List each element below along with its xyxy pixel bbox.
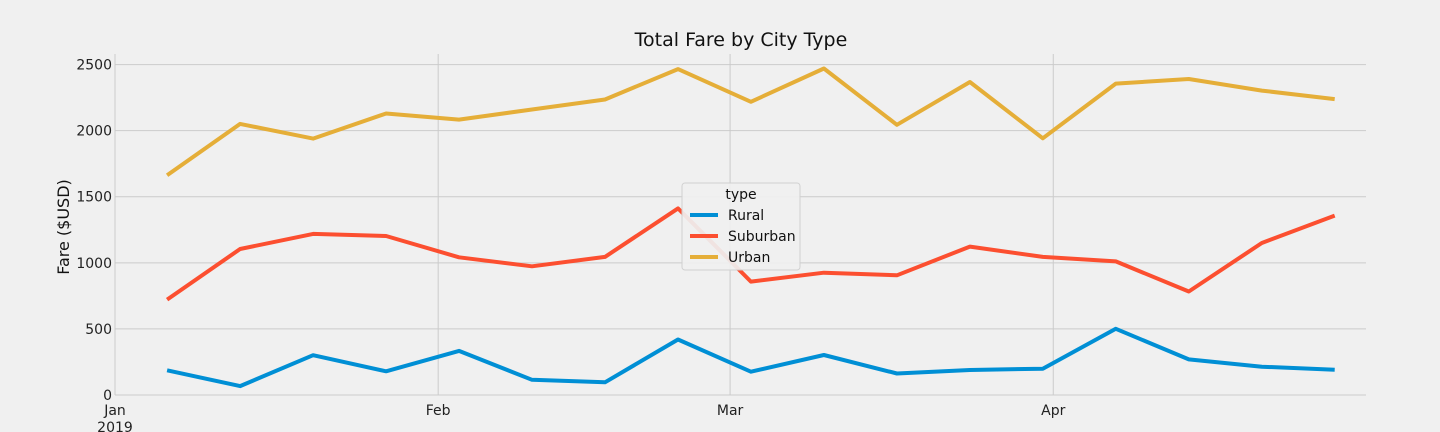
y-tick-label: 1500 — [76, 190, 112, 206]
y-tick-label: 2500 — [76, 58, 112, 74]
y-tick-label: 0 — [103, 388, 112, 404]
y-tick-labels: 0 500 1000 1500 2000 2500 — [76, 58, 112, 404]
legend-label-urban: Urban — [728, 250, 770, 266]
x-tick-label: Apr — [1041, 403, 1065, 419]
legend: type Rural Suburban Urban — [681, 182, 801, 271]
legend-box — [681, 182, 801, 271]
chart-title: Total Fare by City Type — [634, 29, 848, 51]
y-axis-label: Fare ($USD) — [54, 179, 73, 275]
legend-label-suburban: Suburban — [728, 229, 796, 245]
x-tick-sublabel: 2019 — [97, 420, 133, 432]
x-tick-label: Mar — [717, 403, 744, 419]
x-tick-label: Jan — [103, 403, 126, 419]
legend-items: Rural Suburban Urban — [690, 208, 796, 266]
series-lines — [165, 66, 1336, 389]
series-line-rural — [166, 326, 1335, 389]
legend-label-rural: Rural — [728, 208, 764, 224]
y-tick-label: 500 — [85, 322, 112, 338]
series-line-suburban — [165, 206, 1336, 302]
legend-title: type — [725, 187, 756, 203]
y-tick-label: 2000 — [76, 124, 112, 140]
y-tick-label: 1000 — [76, 256, 112, 272]
x-tick-label: Feb — [426, 403, 451, 419]
series-line-urban — [165, 66, 1335, 177]
